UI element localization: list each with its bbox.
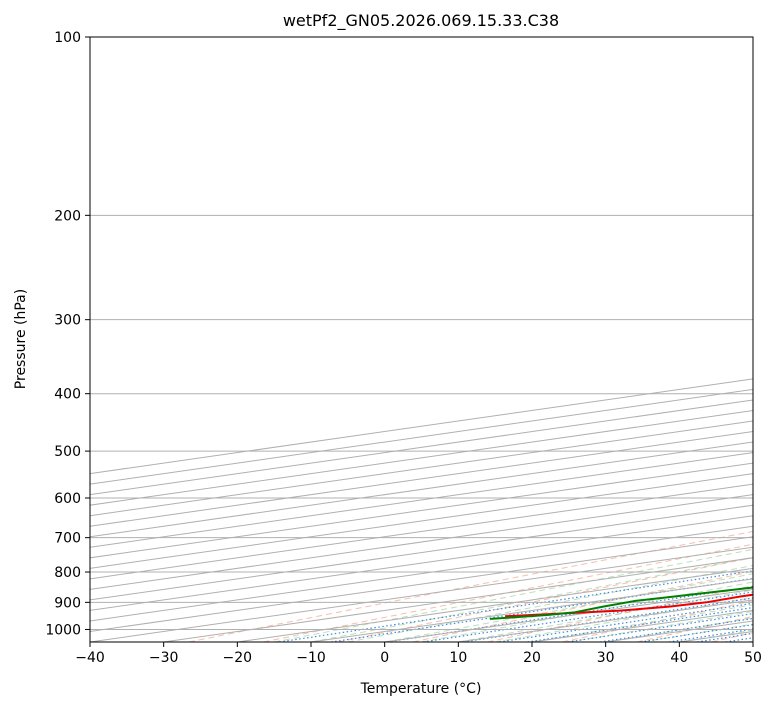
plot-area: -100-90-80-70-60-50-40-30-20-10010203040… <box>90 37 753 642</box>
y-tick-label: 200 <box>54 208 81 224</box>
isotherm <box>90 494 753 590</box>
y-tick-label: 500 <box>54 444 81 460</box>
x-tick-label: 20 <box>523 650 541 666</box>
isotherm <box>90 462 753 559</box>
y-axis-title: Pressure (hPa) <box>13 289 29 389</box>
plot-frame <box>89 36 754 643</box>
x-tick-label: 30 <box>597 650 615 666</box>
isotherm <box>90 473 753 569</box>
moist-adiabat <box>274 548 753 642</box>
isotherms <box>90 378 753 642</box>
x-axis-ticks: −40 −30 −20 −10 0 10 20 30 40 50 <box>75 642 762 666</box>
y-tick-label: 800 <box>54 565 81 581</box>
dry-adiabat <box>263 543 753 642</box>
x-tick-label: −40 <box>75 650 105 666</box>
y-tick-label: 100 <box>54 30 81 46</box>
y-tick-label: 700 <box>54 531 81 547</box>
x-tick-label: −20 <box>223 650 253 666</box>
y-tick-label: 900 <box>54 595 81 611</box>
x-tick-label: 10 <box>449 650 467 666</box>
moist-adiabat <box>458 589 753 642</box>
x-axis-title: Temperature (°C) <box>360 681 482 697</box>
x-tick-label: 40 <box>670 650 688 666</box>
isotherm <box>90 525 753 622</box>
isotherm <box>90 504 753 601</box>
y-tick-label: 600 <box>54 491 81 507</box>
isotherm <box>90 536 753 632</box>
isotherm <box>90 452 753 548</box>
mixing-ratio-line <box>387 586 753 642</box>
y-tick-label: 400 <box>54 387 81 403</box>
dry-adiabat <box>188 530 753 642</box>
x-tick-label: 50 <box>744 650 762 666</box>
x-tick-label: −30 <box>149 650 179 666</box>
mixing-ratio-line <box>423 591 753 642</box>
mixing-ratio-lines <box>279 570 753 642</box>
mixing-ratio-line <box>463 597 753 642</box>
chart-title: wetPf2_GN05.2026.069.15.33.C38 <box>283 11 559 31</box>
isotherm <box>90 483 753 580</box>
isotherm <box>90 515 753 611</box>
x-tick-label: 0 <box>380 650 389 666</box>
y-axis-ticks: 100 200 300 400 500 600 700 800 900 1000 <box>45 30 90 638</box>
dry-adiabat <box>487 585 753 642</box>
y-tick-label: 300 <box>54 313 81 329</box>
y-tick-label: 1000 <box>45 622 81 638</box>
x-tick-label: −10 <box>296 650 326 666</box>
pressure-gridlines <box>90 37 753 630</box>
